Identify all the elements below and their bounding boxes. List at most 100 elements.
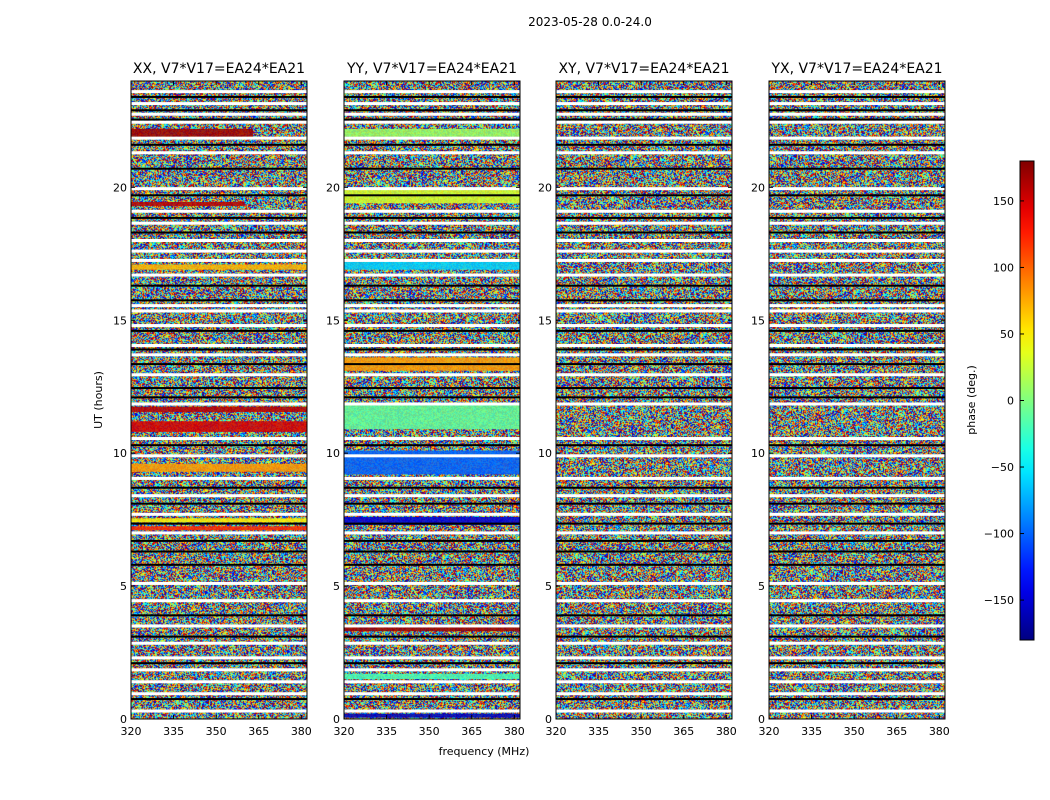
blank-row-15	[556, 309, 732, 313]
blank-row-20	[769, 402, 945, 406]
blank-row-28	[769, 599, 945, 603]
blank-row-16	[556, 324, 732, 328]
dark-row-5	[131, 167, 307, 170]
blank-row-28	[344, 599, 520, 603]
y-tick-label: 15	[751, 314, 765, 327]
x-tick-label: 320	[334, 725, 355, 738]
dark-row-10	[769, 299, 945, 302]
blank-row-4	[344, 120, 520, 124]
heatmap-noise	[556, 81, 732, 719]
blank-row-11	[131, 249, 307, 253]
y-tick-label: 10	[751, 447, 765, 460]
panels-group: XX, V7*V17=EA24*EA21 320 335 350 365 380 0 5 10 1…	[113, 61, 950, 738]
blank-row-22	[131, 454, 307, 458]
blank-row-8	[131, 209, 307, 213]
panel-2: YY, V7*V17=EA24*EA21 320 335 350 365 380 0 5 10 1…	[326, 61, 525, 738]
panel-title: XY, V7*V17=EA24*EA21	[558, 61, 729, 77]
colorbar: 150 100 50 0 −50 −100 −150	[984, 160, 1035, 641]
blank-row-29	[556, 624, 732, 628]
blank-row-12	[556, 258, 732, 262]
dark-row-9	[556, 284, 732, 287]
dark-row-8	[769, 231, 945, 234]
blank-row-18	[344, 353, 520, 357]
phase-band-9	[344, 673, 520, 680]
blank-row-11	[556, 249, 732, 253]
blank-row-13	[344, 273, 520, 277]
dark-row-12	[131, 348, 307, 351]
dark-row-23	[344, 614, 520, 617]
blank-row-23	[556, 476, 732, 480]
dark-row-5	[769, 167, 945, 170]
x-axis-label: frequency (MHz)	[439, 745, 530, 758]
blank-row-30	[344, 641, 520, 645]
blank-row-31	[556, 656, 732, 660]
blank-row-33	[556, 680, 732, 684]
dark-row-6	[769, 194, 945, 197]
blank-row-21	[344, 437, 520, 441]
blank-row-32	[556, 668, 732, 672]
blank-row-11	[344, 249, 520, 253]
blank-row-24	[344, 494, 520, 498]
phase-band-4	[131, 406, 307, 412]
panel-4: YX, V7*V17=EA24*EA21 320 335 350 365 380 0 5 10 1…	[751, 61, 950, 738]
blank-row-34	[344, 692, 520, 696]
blank-row-27	[769, 581, 945, 585]
x-tick-label: 350	[631, 725, 652, 738]
y-tick-label: 10	[538, 447, 552, 460]
blank-row-23	[769, 476, 945, 480]
blank-row-7	[131, 187, 307, 191]
dark-row-20	[344, 539, 520, 542]
dark-row-6	[131, 194, 307, 197]
y-tick-label: 0	[545, 713, 552, 726]
blank-row-7	[769, 187, 945, 191]
blank-row-2	[769, 102, 945, 106]
x-tick-label: 320	[121, 725, 142, 738]
dark-row-11	[769, 329, 945, 332]
blank-row-30	[556, 641, 732, 645]
blank-row-27	[131, 581, 307, 585]
blank-row-19	[769, 373, 945, 377]
dark-row-26	[769, 698, 945, 701]
blank-row-35	[131, 709, 307, 713]
blank-row-3	[556, 112, 732, 116]
blank-row-10	[769, 239, 945, 242]
blank-row-34	[769, 692, 945, 696]
blank-row-16	[769, 324, 945, 328]
blank-row-23	[131, 476, 307, 480]
blank-row-8	[556, 209, 732, 213]
blank-row-8	[769, 209, 945, 213]
dark-row-23	[769, 614, 945, 617]
blank-row-33	[344, 680, 520, 684]
phase-band-7	[131, 518, 307, 523]
panel-title: XX, V7*V17=EA24*EA21	[133, 61, 305, 77]
dark-row-24	[131, 635, 307, 638]
blank-row-22	[769, 454, 945, 458]
phase-band-6	[131, 463, 307, 472]
dark-row-4	[769, 143, 945, 146]
x-tick-label: 320	[546, 725, 567, 738]
blank-row-18	[556, 353, 732, 357]
blank-row-20	[344, 402, 520, 406]
dark-row-11	[344, 329, 520, 332]
dark-row-12	[556, 348, 732, 351]
dark-row-24	[556, 635, 732, 638]
dark-row-14	[769, 387, 945, 390]
colorbar-tick-label: 150	[993, 195, 1014, 208]
dark-row-16	[769, 444, 945, 447]
dark-row-14	[131, 387, 307, 390]
dark-row-9	[131, 284, 307, 287]
dark-row-16	[556, 444, 732, 447]
dark-row-17	[344, 486, 520, 489]
blank-row-29	[131, 624, 307, 628]
dark-row-13	[131, 363, 307, 366]
phase-band-7	[344, 516, 520, 525]
dark-row-3	[769, 118, 945, 121]
y-tick-label: 5	[120, 580, 127, 593]
x-tick-label: 380	[929, 725, 950, 738]
colorbar-label: phase (deg.)	[965, 365, 978, 435]
dark-row-9	[769, 284, 945, 287]
blank-row-31	[344, 656, 520, 660]
dark-row-7	[556, 216, 732, 219]
blank-row-19	[556, 373, 732, 377]
